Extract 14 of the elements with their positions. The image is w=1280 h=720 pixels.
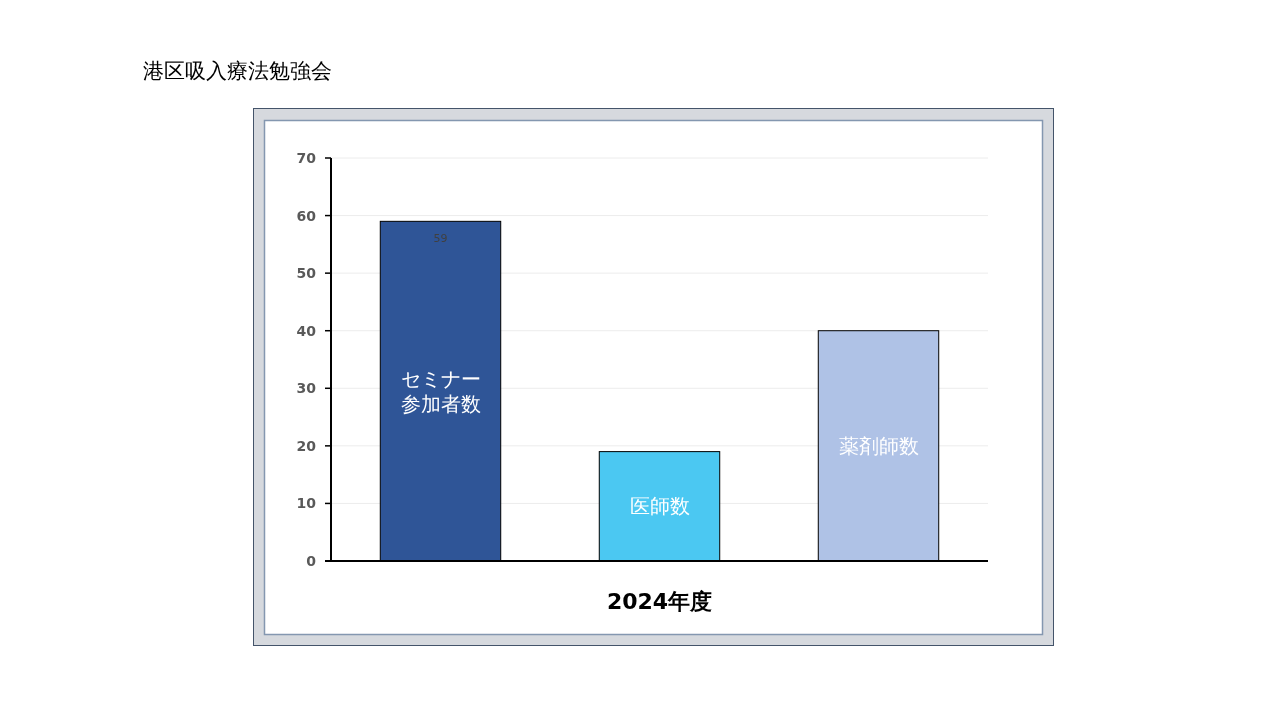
series-label: 薬剤師数 xyxy=(838,433,919,458)
y-tick-label: 10 xyxy=(296,495,317,512)
x-tick-label: 2024年度 xyxy=(606,589,713,614)
series-label: セミナー参加者数 xyxy=(400,366,481,416)
y-tick-label: 0 xyxy=(306,553,317,569)
y-tick-label: 40 xyxy=(296,322,317,339)
data-label: 59 xyxy=(433,232,448,246)
y-tick-label: 60 xyxy=(296,207,317,224)
title: 港区吸入療法勉強会 xyxy=(143,59,332,83)
y-tick-label: 70 xyxy=(296,150,317,166)
series-label: 医師数 xyxy=(629,494,690,519)
y-tick-label: 50 xyxy=(296,265,317,282)
y-tick-label: 20 xyxy=(296,437,317,454)
y-tick-label: 30 xyxy=(296,380,317,397)
